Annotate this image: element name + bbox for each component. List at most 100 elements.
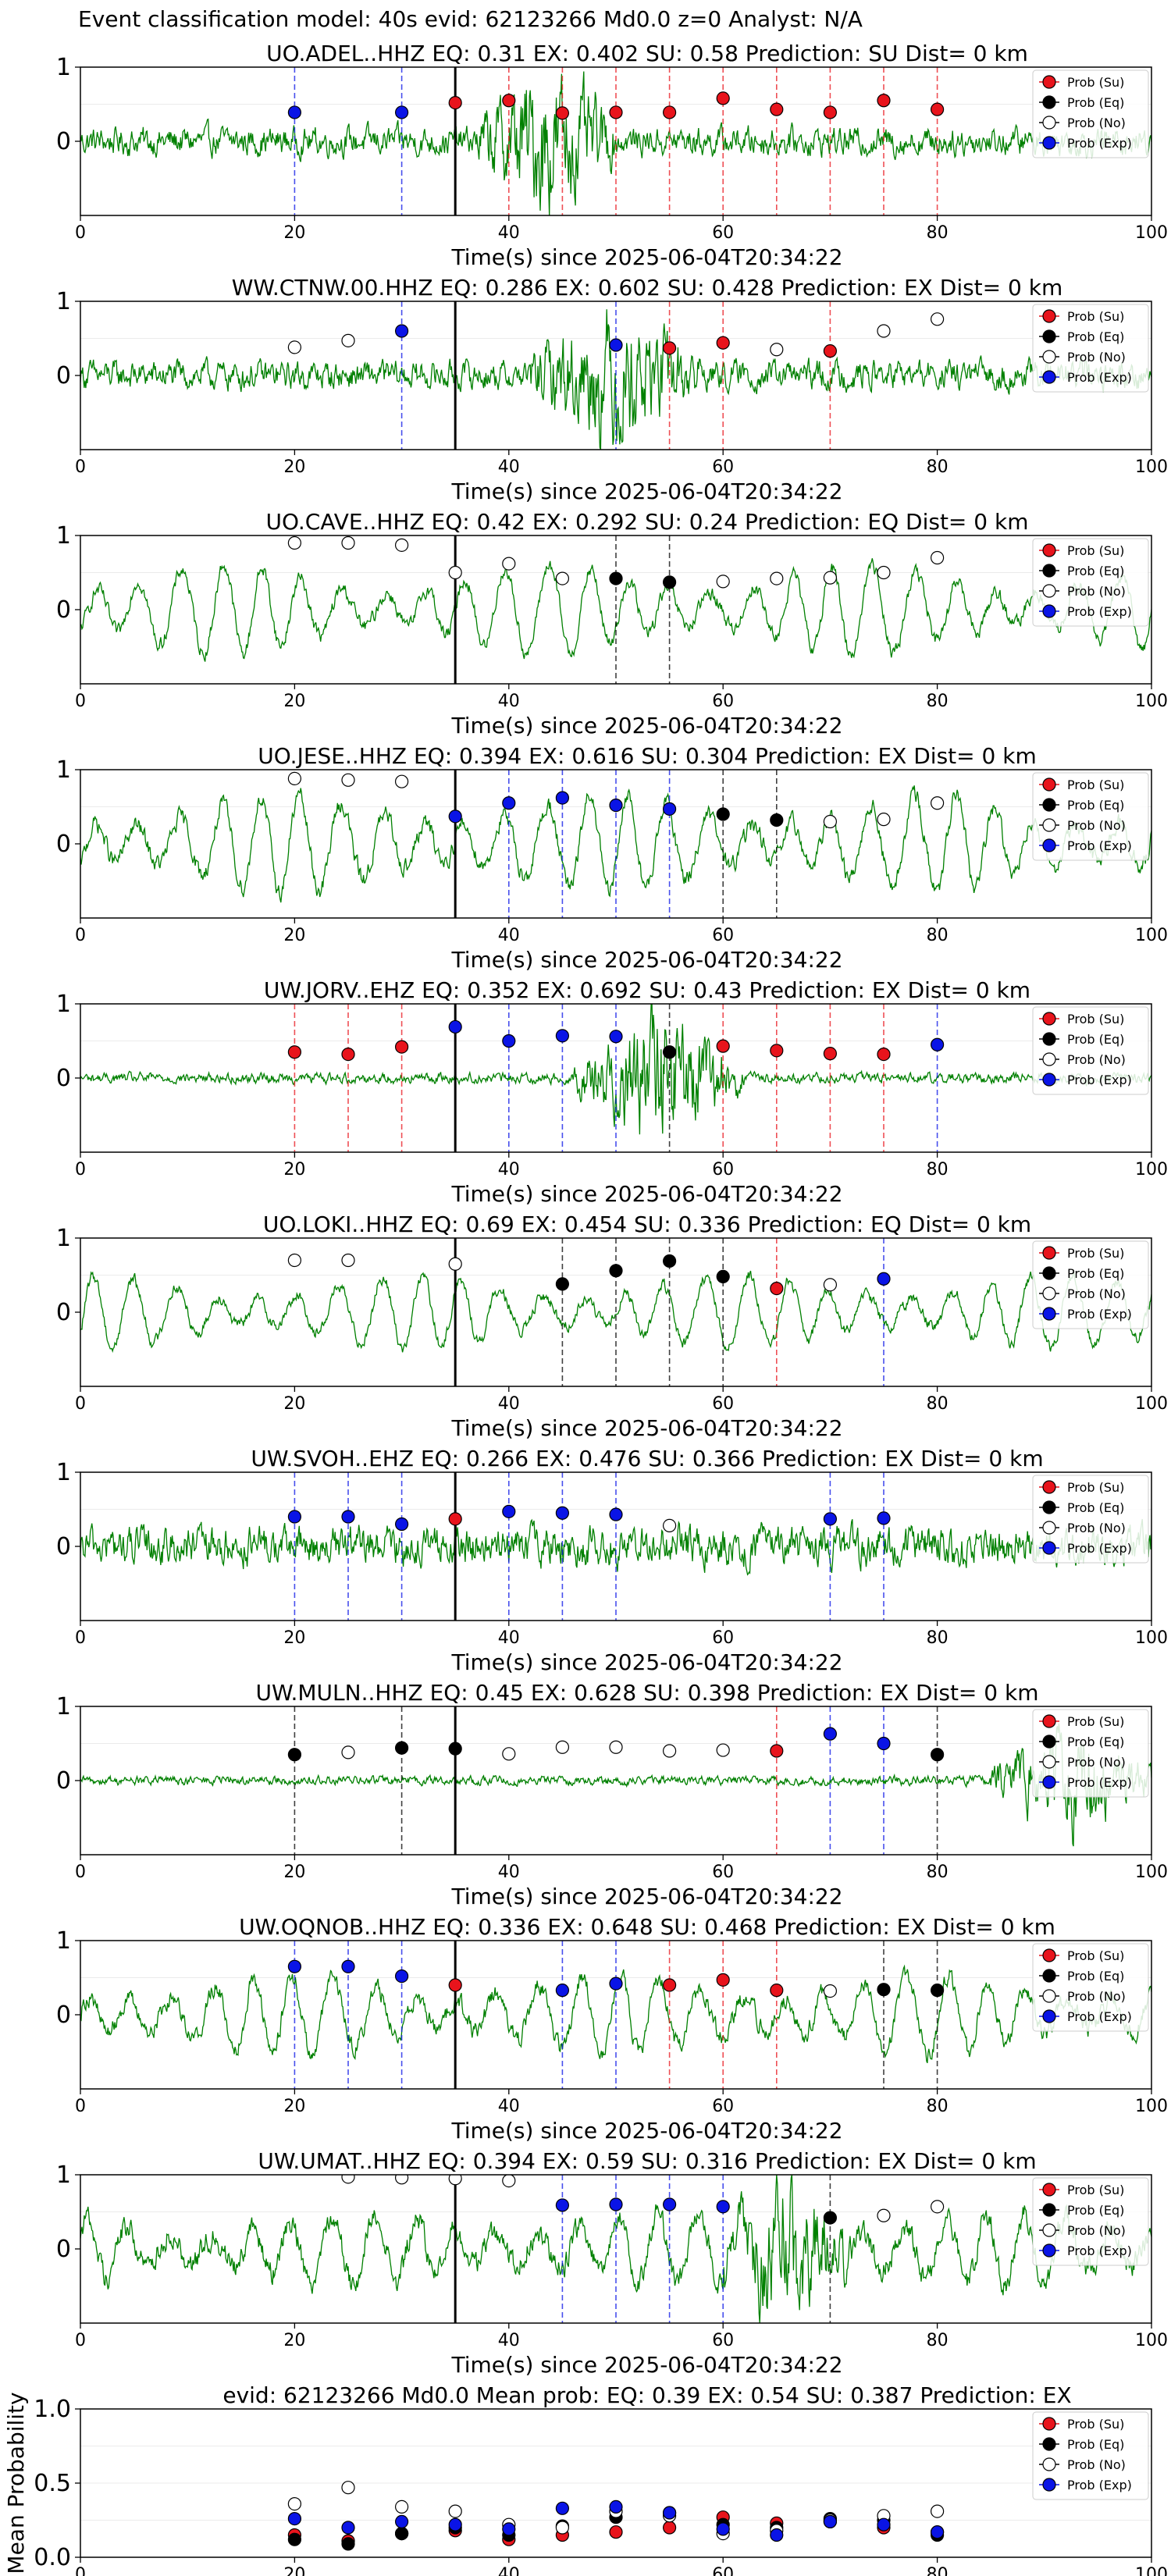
legend-box bbox=[1032, 1475, 1149, 1564]
station-panel: 0 20 40 60 80 100 0 1 UW.UMAT..HHZ EQ: 0.394 EX:… bbox=[56, 2148, 1168, 2378]
prob-point-su bbox=[716, 1973, 730, 1987]
y-tick-label: 0 bbox=[56, 2001, 71, 2029]
prob-point-no bbox=[877, 565, 891, 580]
x-tick-label: 60 bbox=[712, 1628, 734, 1648]
legend-label-exp: Prob (Exp) bbox=[1067, 2243, 1132, 2258]
mean-point-exp bbox=[662, 2506, 677, 2520]
station-panel: 0 20 40 60 80 100 0 1 UO.JESE..HHZ EQ: 0.394 EX:… bbox=[56, 743, 1168, 973]
y-tick-label: 1 bbox=[56, 522, 71, 550]
legend-marker-su bbox=[1042, 2183, 1056, 2197]
x-tick-label: 100 bbox=[1135, 1394, 1168, 1414]
legend-label-su: Prob (Su) bbox=[1067, 1948, 1124, 1963]
prob-point-su bbox=[448, 1978, 462, 1992]
legend-label-exp: Prob (Exp) bbox=[1067, 2478, 1132, 2492]
x-tick-label: 40 bbox=[498, 1160, 520, 1179]
prob-point-no bbox=[448, 2175, 462, 2186]
prob-point-no bbox=[770, 571, 784, 585]
prob-point-su bbox=[394, 1040, 409, 1054]
prob-point-eq bbox=[287, 1748, 301, 1762]
legend-label-su: Prob (Su) bbox=[1067, 75, 1124, 90]
mean-point-exp bbox=[930, 2525, 945, 2539]
mean-point-no bbox=[341, 2481, 355, 2495]
legend-label-su: Prob (Su) bbox=[1067, 1012, 1124, 1026]
prob-point-su bbox=[341, 1047, 355, 1062]
prob-point-su bbox=[823, 1047, 838, 1061]
mean-probability-panel: 0 20 40 60 80 100 0.0 0.5 1.0 evid: 62123266 Md0.… bbox=[3, 2382, 1168, 2576]
legend-label-su: Prob (Su) bbox=[1067, 309, 1124, 324]
x-axis-label: Time(s) since 2025-06-04T20:34:22 bbox=[450, 1884, 842, 1909]
prob-point-exp bbox=[555, 2198, 570, 2212]
x-tick-label: 0 bbox=[75, 2565, 86, 2576]
prob-point-no bbox=[448, 1257, 462, 1271]
station-panel: 0 20 40 60 80 100 0 1 UO.CAVE..HHZ EQ: 0.42 EX: … bbox=[56, 509, 1168, 738]
plot-area bbox=[80, 1238, 1151, 1386]
subplot-title: UO.JESE..HHZ EQ: 0.394 EX: 0.616 SU: 0.3… bbox=[258, 743, 1036, 769]
prob-point-su bbox=[716, 1039, 730, 1053]
legend-marker-exp bbox=[1042, 1073, 1056, 1087]
prob-point-exp bbox=[341, 1510, 355, 1524]
x-tick-label: 40 bbox=[498, 692, 520, 711]
prob-point-no bbox=[877, 2208, 891, 2222]
legend-label-exp: Prob (Exp) bbox=[1067, 1775, 1132, 1790]
legend-box bbox=[1032, 772, 1149, 861]
legend-marker-no bbox=[1042, 1286, 1056, 1300]
legend-marker-no bbox=[1042, 1989, 1056, 2003]
legend-label-eq: Prob (Eq) bbox=[1067, 798, 1124, 813]
legend-marker-eq bbox=[1042, 1735, 1056, 1749]
subplot-title: UW.MULN..HHZ EQ: 0.45 EX: 0.628 SU: 0.39… bbox=[256, 1680, 1039, 1706]
legend-label-exp: Prob (Exp) bbox=[1067, 2009, 1132, 2024]
y-tick-label: 1 bbox=[56, 1225, 71, 1252]
mean-point-exp bbox=[823, 2514, 838, 2528]
legend-label-no: Prob (No) bbox=[1067, 584, 1126, 599]
prob-point-no bbox=[823, 814, 838, 829]
station-panel: 0 20 40 60 80 100 0 1 UW.MULN..HHZ EQ: 0.45 EX: … bbox=[56, 1680, 1168, 1909]
x-tick-label: 0 bbox=[75, 692, 86, 711]
prob-point-eq bbox=[823, 2211, 838, 2225]
mean-point-no bbox=[448, 2504, 462, 2518]
legend-label-no: Prob (No) bbox=[1067, 1286, 1126, 1301]
x-tick-label: 100 bbox=[1135, 692, 1168, 711]
prob-point-su bbox=[770, 102, 784, 116]
legend-label-eq: Prob (Eq) bbox=[1067, 1032, 1124, 1047]
x-tick-label: 100 bbox=[1135, 2331, 1168, 2350]
legend-marker-su bbox=[1042, 1948, 1056, 1962]
y-tick-label: 0 bbox=[56, 831, 71, 858]
prob-point-no bbox=[662, 1744, 677, 1758]
x-tick-label: 60 bbox=[712, 457, 734, 477]
prob-point-su bbox=[662, 1978, 677, 1992]
mean-point-exp bbox=[716, 2522, 730, 2536]
prob-point-exp bbox=[555, 1029, 570, 1043]
prob-point-no bbox=[287, 535, 301, 550]
x-tick-label: 40 bbox=[498, 926, 520, 945]
prob-point-no bbox=[448, 565, 462, 580]
legend-label-su: Prob (Su) bbox=[1067, 2183, 1124, 2197]
x-tick-label: 20 bbox=[283, 1394, 305, 1414]
legend-label-su: Prob (Su) bbox=[1067, 543, 1124, 558]
x-tick-label: 40 bbox=[498, 2565, 520, 2576]
mean-point-exp bbox=[609, 2500, 623, 2514]
x-tick-label: 0 bbox=[75, 926, 86, 945]
station-panel: 0 20 40 60 80 100 0 1 UW.JORV..EHZ EQ: 0.352 EX:… bbox=[56, 977, 1168, 1207]
x-tick-label: 60 bbox=[712, 2097, 734, 2116]
plot-area bbox=[80, 67, 1151, 215]
legend-box bbox=[1032, 1943, 1149, 2032]
prob-point-su bbox=[823, 105, 838, 119]
x-tick-label: 20 bbox=[283, 2097, 305, 2116]
x-tick-label: 20 bbox=[283, 2331, 305, 2350]
legend-label-no: Prob (No) bbox=[1067, 2223, 1126, 2238]
legend-marker-su bbox=[1042, 1714, 1056, 1728]
x-tick-label: 0 bbox=[75, 223, 86, 243]
y-tick-label: 1 bbox=[56, 2161, 71, 2189]
x-axis-label: Time(s) since 2025-06-04T20:34:22 bbox=[450, 244, 842, 270]
prob-point-no bbox=[823, 1278, 838, 1292]
prob-point-exp bbox=[609, 338, 623, 352]
prob-point-exp bbox=[823, 1727, 838, 1741]
seismic-trace bbox=[80, 2175, 1151, 2323]
legend-marker-su bbox=[1042, 75, 1056, 89]
x-tick-label: 20 bbox=[283, 1863, 305, 1882]
prob-point-exp bbox=[877, 1272, 891, 1286]
mean-point-exp bbox=[448, 2517, 462, 2532]
subplot-title: UW.JORV..EHZ EQ: 0.352 EX: 0.692 SU: 0.4… bbox=[264, 977, 1030, 1003]
mean-point-eq bbox=[287, 2532, 301, 2546]
